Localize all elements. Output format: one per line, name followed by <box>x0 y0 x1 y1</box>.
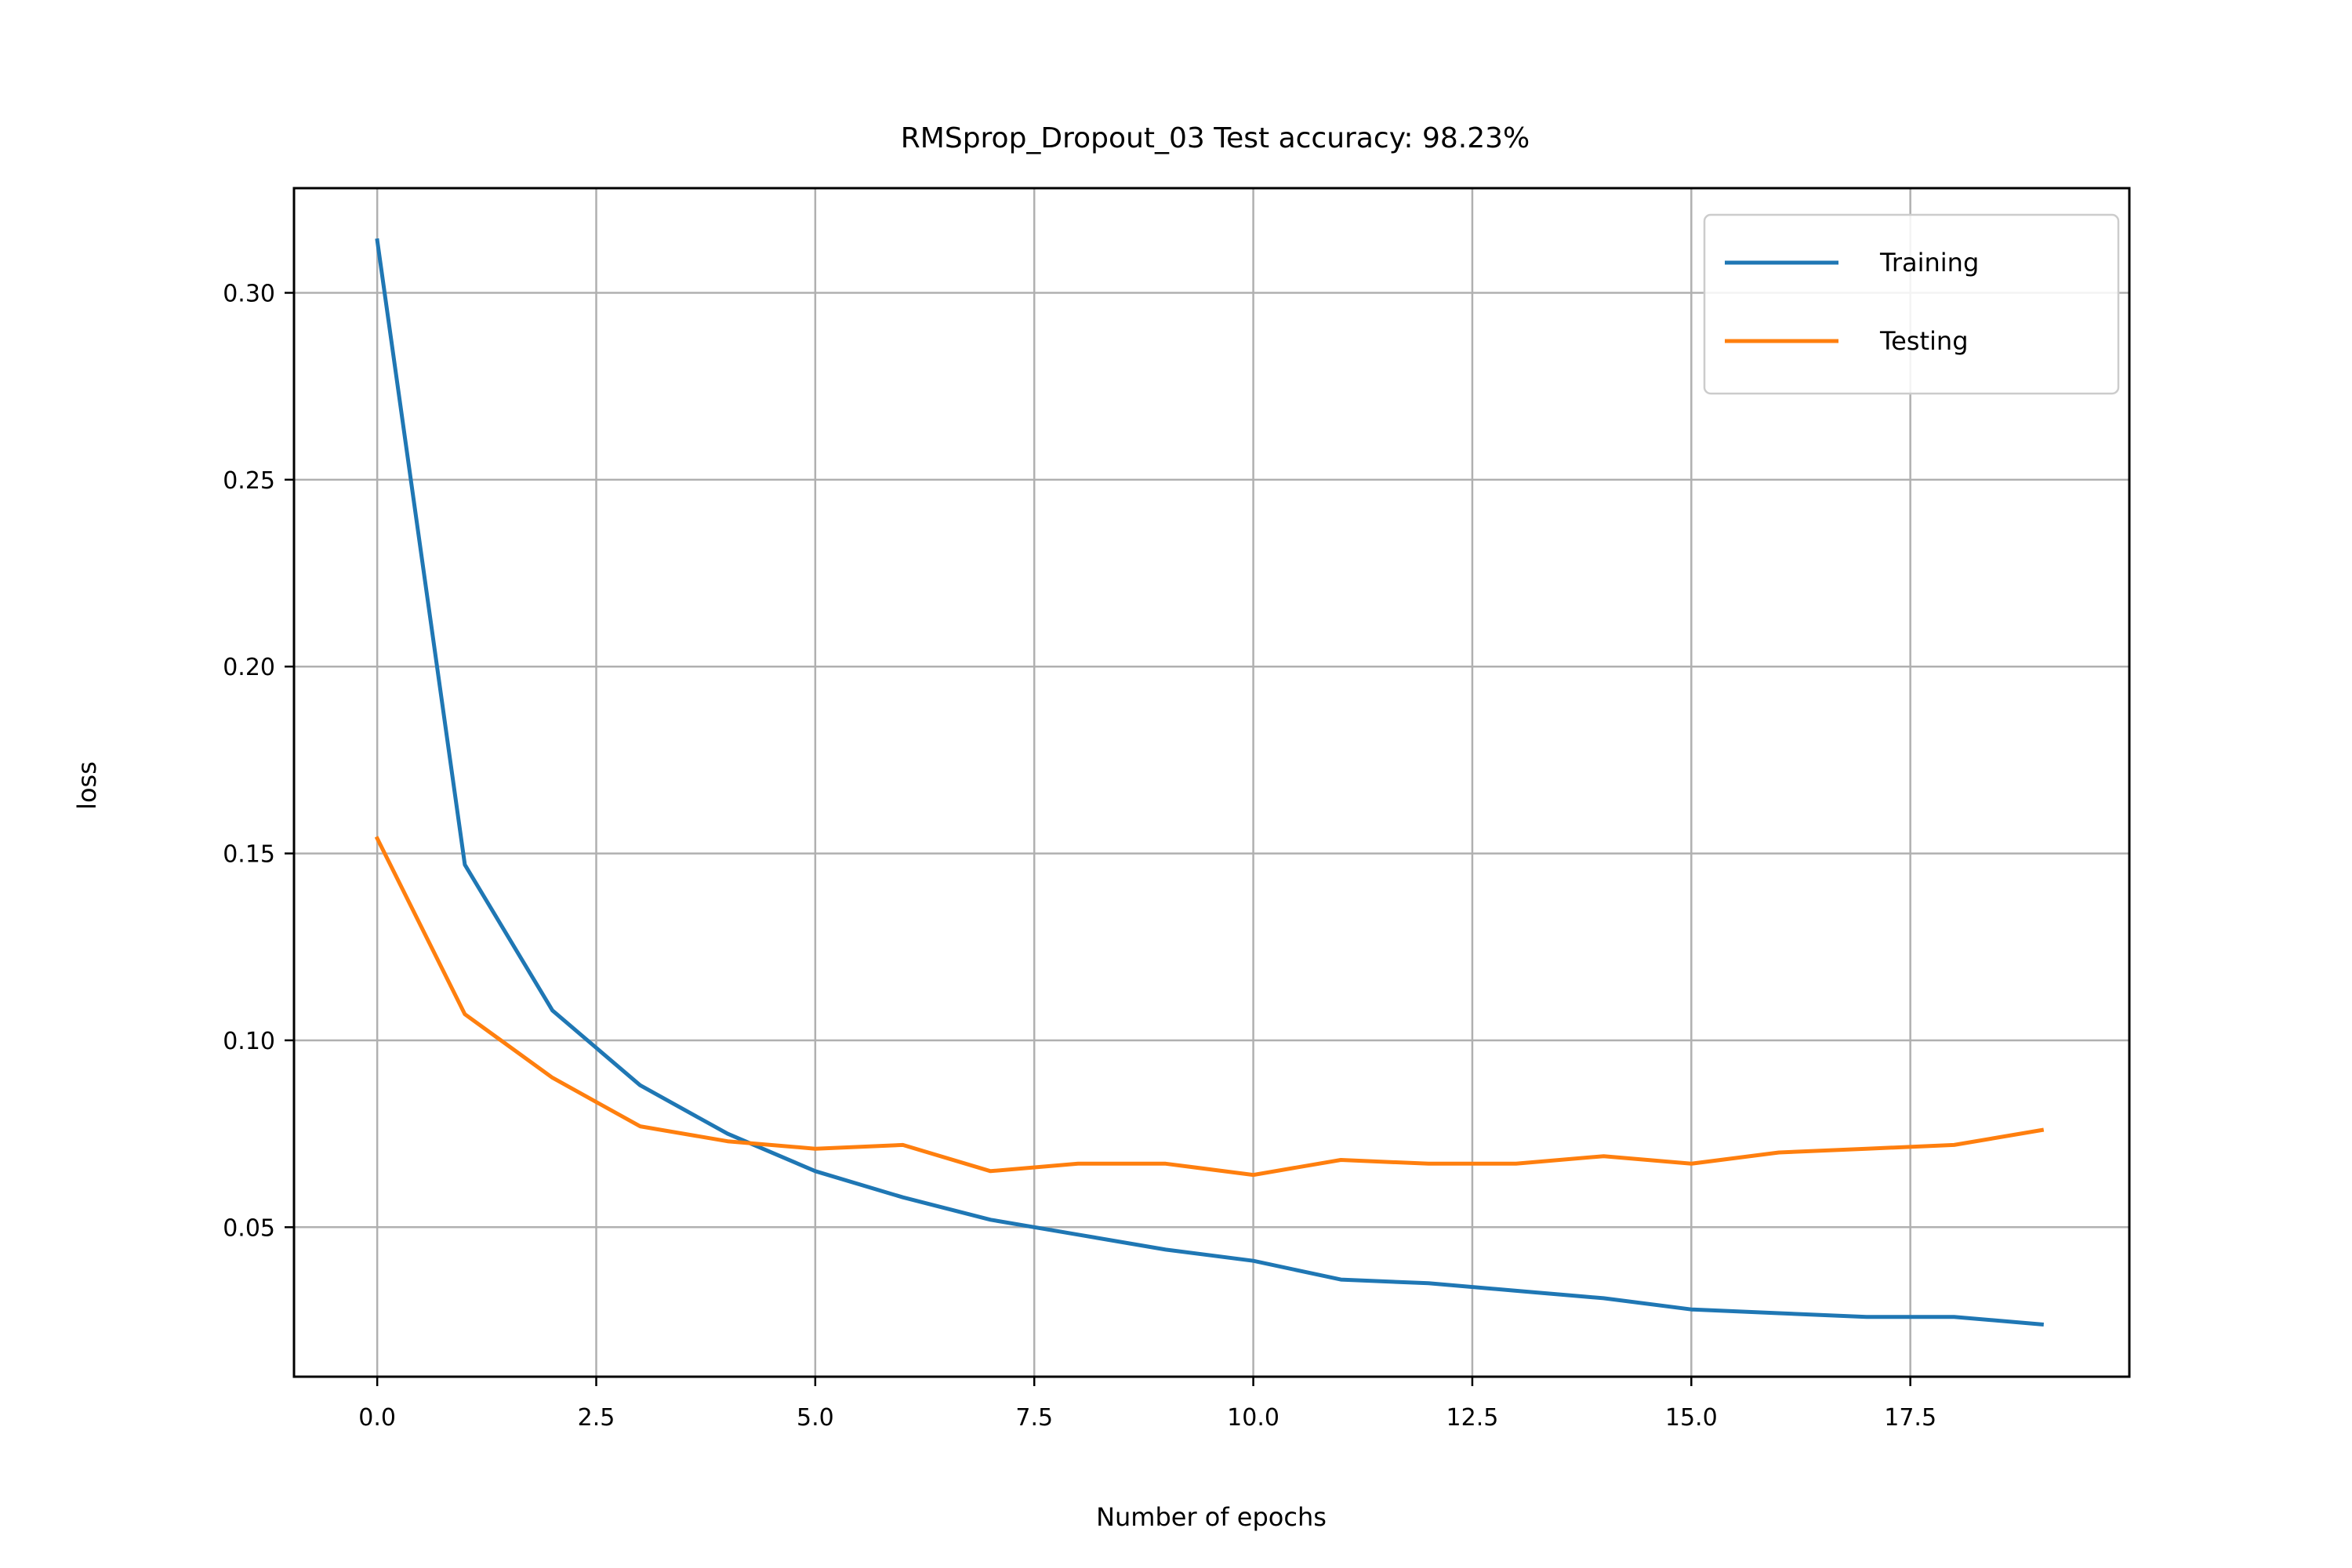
x-tick-label: 2.5 <box>578 1404 615 1432</box>
x-tick-label: 0.0 <box>358 1404 396 1432</box>
series-lines <box>374 238 2045 1327</box>
y-tick-label: 0.25 <box>223 467 275 495</box>
x-tick-label: 15.0 <box>1665 1404 1718 1432</box>
x-tick-label: 7.5 <box>1015 1404 1053 1432</box>
y-tick-label: 0.15 <box>223 841 275 869</box>
legend: Training Testing <box>1703 213 2120 395</box>
x-axis-label: Number of epochs <box>1096 1502 1327 1532</box>
x-tick-label: 17.5 <box>1884 1404 1936 1432</box>
x-tick-label: 10.0 <box>1227 1404 1279 1432</box>
series-line-training <box>375 238 2045 1327</box>
y-axis-label: loss <box>72 761 102 810</box>
y-tick-label: 0.30 <box>223 280 275 307</box>
y-tick-label: 0.20 <box>223 654 275 681</box>
legend-box <box>1703 213 2120 395</box>
x-tick-label: 5.0 <box>797 1404 834 1432</box>
x-tick-label: 12.5 <box>1446 1404 1499 1432</box>
legend-label-training: Training <box>1879 248 1979 278</box>
y-tick-label: 0.10 <box>223 1028 275 1055</box>
chart-title: RMSprop_Dropout_03 Test accuracy: 98.23% <box>901 122 1530 154</box>
plot-frame <box>292 187 2131 1378</box>
series-line-testing <box>374 836 2045 1178</box>
axis-ticks: 0.0 2.5 5.0 7.5 10.0 12.5 15.0 17.5 0.05 0.10 0.15… <box>223 280 1936 1432</box>
legend-label-testing: Testing <box>1879 326 1969 356</box>
y-tick-label: 0.05 <box>223 1214 275 1242</box>
